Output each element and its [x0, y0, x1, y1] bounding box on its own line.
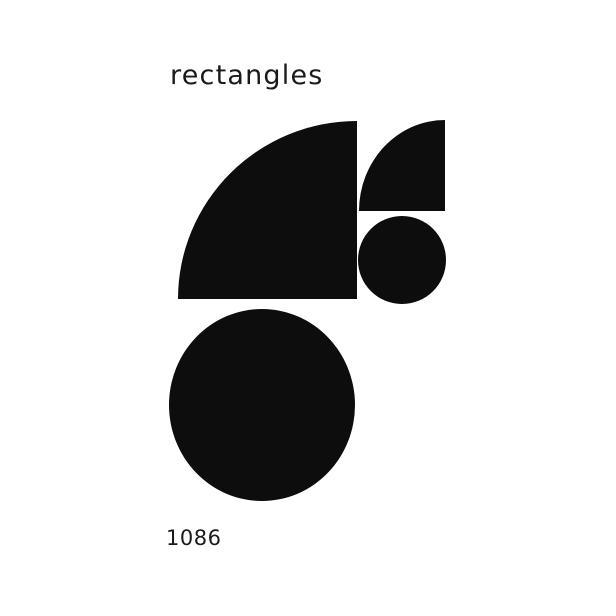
artwork-number: 1086 [166, 526, 222, 550]
large-circle [169, 309, 355, 501]
artwork-title: rectangles [170, 60, 324, 91]
small-quarter-circle [359, 120, 445, 211]
small-circle [358, 216, 446, 304]
large-quarter-circle [178, 121, 357, 299]
